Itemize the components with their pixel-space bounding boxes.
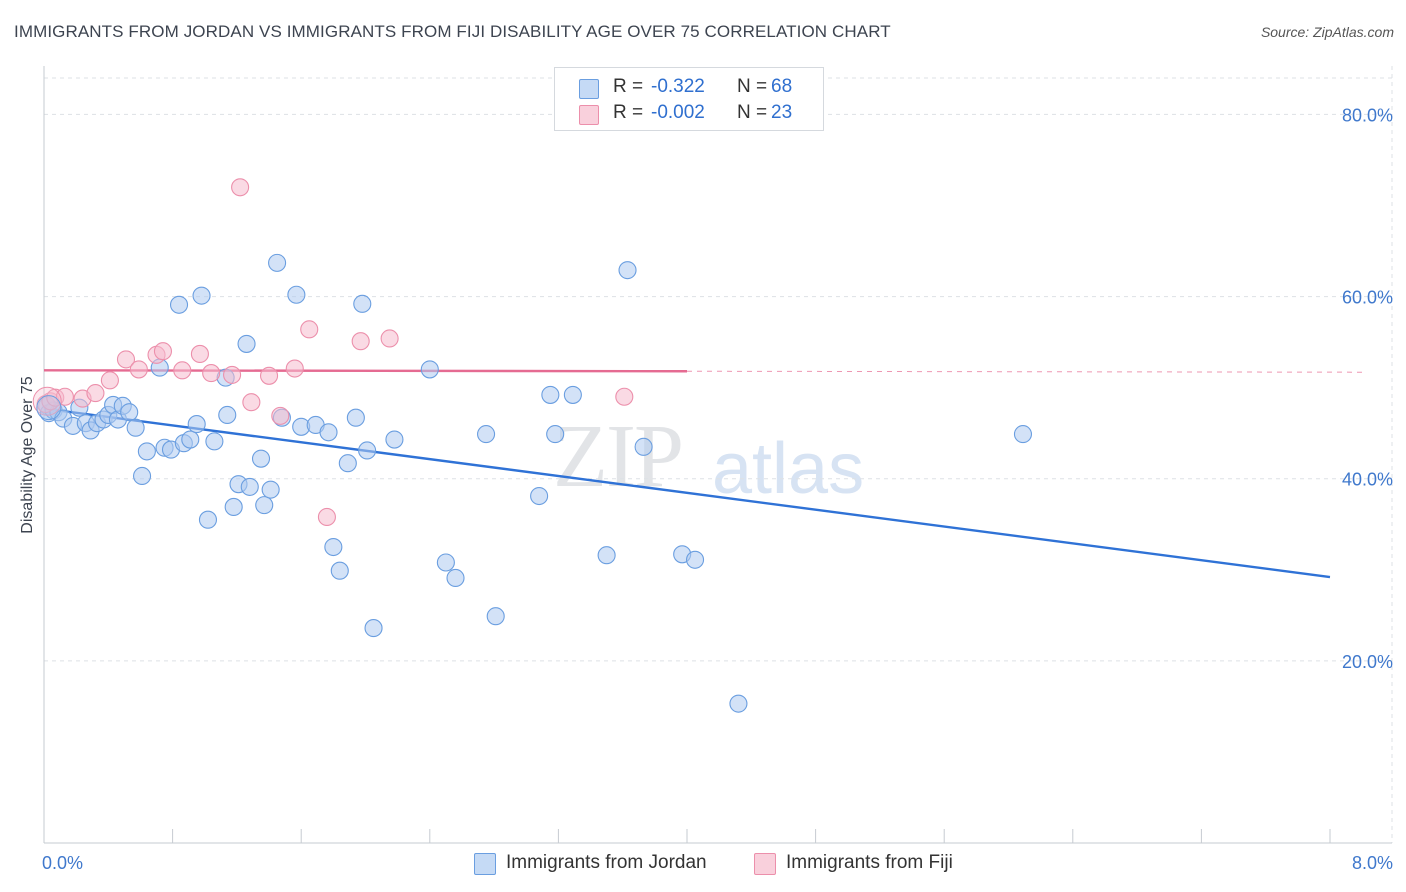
data-point-jordan: [330, 561, 349, 580]
data-point-jordan: [353, 294, 372, 313]
data-point-jordan: [181, 430, 200, 449]
data-point-fiji: [615, 387, 634, 406]
data-point-fiji: [380, 329, 399, 348]
data-point-jordan: [120, 403, 139, 422]
legend-swatch-fiji: [579, 105, 599, 125]
legend-r-value: -0.322: [651, 76, 705, 97]
tick-labels: 20.0% 40.0% 60.0% 80.0% 0.0% 8.0%: [42, 105, 1393, 873]
data-point-jordan: [319, 423, 338, 442]
data-point-fiji: [351, 332, 370, 351]
data-point-jordan: [255, 496, 274, 515]
data-point-cluster: [32, 386, 62, 416]
bottom-legend-label-fiji: Immigrants from Fiji: [786, 852, 953, 873]
data-point-jordan: [268, 253, 287, 272]
data-point-jordan: [685, 550, 705, 569]
data-point-jordan: [385, 430, 404, 449]
data-point-jordan: [218, 405, 237, 425]
y-tick-label: 40.0%: [1342, 470, 1393, 490]
data-point-jordan: [346, 408, 365, 427]
y-tick-label: 20.0%: [1342, 652, 1393, 672]
data-point-fiji: [129, 360, 148, 379]
trend-line-jordan: [43, 407, 1331, 579]
data-point-fiji: [242, 393, 261, 412]
data-point-fiji: [202, 364, 221, 383]
data-point-jordan: [237, 334, 256, 353]
legend-r-label: R =: [613, 102, 644, 123]
y-tick-label: 60.0%: [1342, 288, 1393, 308]
data-point-fiji: [285, 359, 304, 378]
data-point-fiji: [259, 366, 279, 385]
bottom-legend-swatch-fiji: [754, 853, 776, 875]
data-point-jordan: [338, 454, 357, 473]
data-point-jordan: [187, 415, 206, 434]
data-point-fiji: [300, 320, 319, 339]
data-point-jordan: [597, 546, 616, 565]
data-point-fiji: [190, 344, 209, 363]
data-point-fiji: [223, 365, 242, 384]
trend-extension-fiji: [686, 370, 1363, 373]
legend-n-value: 23: [771, 102, 793, 123]
data-point-fiji: [55, 387, 74, 406]
data-point-jordan: [436, 553, 455, 572]
data-point-fiji: [271, 406, 290, 425]
data-point-jordan: [546, 425, 565, 444]
data-points: [32, 178, 1033, 713]
data-point-jordan: [563, 385, 582, 404]
x-tick-label: 0.0%: [42, 853, 83, 873]
data-point-jordan: [358, 441, 377, 460]
data-point-jordan: [530, 486, 549, 506]
data-point-jordan: [541, 385, 560, 404]
bottom-legend-label-jordan: Immigrants from Jordan: [506, 852, 707, 873]
legend-n-label: N =: [737, 76, 768, 97]
data-point-jordan: [224, 497, 243, 516]
data-point-fiji: [153, 342, 173, 361]
trend-lines: [43, 369, 1363, 579]
chart-title: IMMIGRANTS FROM JORDAN VS IMMIGRANTS FRO…: [14, 22, 891, 41]
data-point-fiji: [100, 371, 119, 390]
data-point-jordan: [729, 694, 748, 713]
data-point-fiji: [173, 361, 192, 380]
data-point-jordan: [618, 261, 637, 280]
correlation-legend: R = -0.322 N = 68 R = -0.002 N = 23: [554, 67, 824, 131]
data-point-fiji: [86, 384, 105, 403]
data-point-jordan: [634, 437, 653, 456]
data-point-jordan: [420, 360, 439, 379]
data-point-fiji: [317, 507, 336, 527]
data-point-jordan: [169, 295, 189, 314]
data-point-jordan: [192, 286, 211, 305]
data-point-jordan: [477, 425, 496, 444]
data-point-jordan: [364, 619, 383, 638]
legend-n-value: 68: [771, 76, 793, 97]
data-point-fiji: [116, 350, 136, 369]
legend-n-label: N =: [737, 102, 768, 123]
data-point-jordan: [240, 477, 259, 496]
data-point-jordan: [287, 285, 306, 304]
data-point-jordan: [137, 442, 156, 461]
data-point-jordan: [133, 466, 152, 486]
legend-r-label: R =: [613, 76, 644, 97]
x-tick-label: 8.0%: [1352, 853, 1393, 873]
data-point-cluster: [36, 395, 62, 421]
data-point-jordan: [251, 449, 271, 468]
legend-r-value: -0.002: [651, 102, 705, 123]
data-point-jordan: [324, 537, 343, 557]
watermark-atlas: atlas: [712, 429, 865, 509]
bottom-legend-swatch-jordan: [474, 853, 496, 875]
data-point-jordan: [261, 480, 280, 499]
source-label: Source: ZipAtlas.com: [1260, 24, 1394, 40]
data-point-jordan: [486, 607, 505, 626]
axes: [43, 66, 1392, 844]
data-point-jordan: [126, 418, 145, 437]
data-point-jordan: [205, 432, 224, 451]
legend-swatch-jordan: [579, 79, 599, 99]
y-tick-label: 80.0%: [1342, 105, 1393, 125]
data-point-fiji: [231, 178, 250, 197]
data-point-jordan: [198, 510, 218, 529]
data-point-jordan: [1013, 425, 1033, 444]
y-axis-label: Disability Age Over 75: [19, 376, 36, 534]
data-point-jordan: [446, 568, 465, 588]
